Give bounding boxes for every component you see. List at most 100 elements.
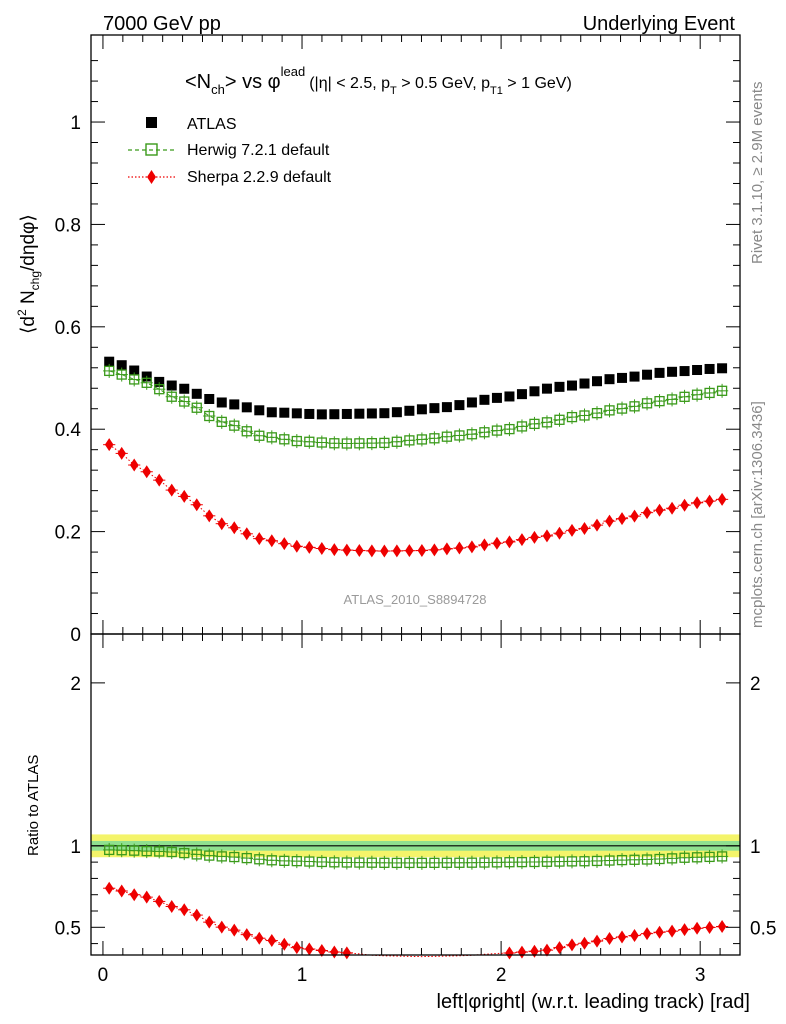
main-atlas-point [429, 403, 440, 414]
main-herwig-point [279, 434, 290, 445]
ratio-sherpa-point [330, 945, 339, 959]
header-left: 7000 GeV pp [103, 13, 221, 35]
mcplots-label: mcplots.cern.ch [arXiv:1306.3436] [749, 401, 766, 628]
main-herwig-point [491, 425, 503, 436]
ratio-herwig-point [591, 855, 603, 867]
ratio-herwig-point [166, 846, 177, 858]
main-atlas-point [441, 402, 452, 413]
ratio-herwig-point [254, 854, 265, 865]
ratio-herwig-point [504, 857, 515, 868]
main-atlas-point [204, 393, 215, 404]
main-herwig-point [154, 384, 165, 395]
ratio-sherpa-point [605, 932, 614, 946]
main-sherpa-point [580, 521, 589, 535]
main-atlas-point [554, 381, 565, 392]
xtick-label: 1 [297, 965, 308, 986]
main-atlas-point [254, 405, 265, 416]
main-herwig-point [604, 405, 615, 416]
main-atlas-point [667, 366, 678, 377]
ratio-herwig-point [279, 855, 290, 867]
ratio-ytick-label-right: 1 [750, 837, 761, 858]
main-atlas-point [566, 380, 577, 391]
main-ytick-label: 0.8 [55, 215, 81, 236]
ratio-herwig-point [129, 845, 140, 856]
main-series-sherpa [103, 438, 729, 558]
ratio-sherpa-point [580, 936, 589, 950]
main-sherpa-point [317, 541, 327, 555]
ratio-herwig-point [141, 845, 152, 857]
main-atlas-point [541, 383, 552, 394]
main-atlas-point [391, 407, 402, 418]
main-herwig-point [329, 438, 340, 449]
main-herwig-point [179, 396, 190, 407]
main-atlas-point [129, 365, 140, 376]
main-sherpa-point [417, 544, 427, 558]
main-sherpa-point [630, 509, 639, 523]
main-sherpa-point [192, 498, 202, 512]
main-y-axis-label: ⟨d2 Nchg/dηdφ⟩ [15, 214, 42, 334]
ratio-sherpa-point [154, 894, 164, 908]
header-right: Underlying Event [583, 13, 736, 35]
main-ytick-label: 1 [70, 113, 81, 134]
ratio-herwig-point [454, 857, 465, 868]
main-sherpa-point [605, 514, 614, 528]
ratio-sherpa-point [617, 930, 627, 944]
ratio-herwig-point [716, 851, 728, 862]
ratio-sherpa-point [217, 920, 227, 934]
ratio-sherpa-point [305, 942, 314, 956]
ratio-herwig-point [679, 852, 690, 863]
ratio-sherpa-point [280, 937, 289, 951]
ratio-sherpa-point [667, 924, 677, 938]
ratio-ytick-label-left: 0.5 [55, 918, 81, 939]
ratio-sherpa-point [567, 938, 577, 952]
main-herwig-point [404, 435, 415, 446]
main-sherpa-point [154, 473, 164, 487]
ratio-ytick-label-left: 2 [70, 674, 81, 695]
main-herwig-point [304, 436, 315, 447]
ratio-herwig-point [391, 857, 403, 869]
ratio-herwig-point [304, 856, 315, 867]
main-atlas-point [416, 404, 427, 415]
main-sherpa-point [229, 521, 239, 535]
main-herwig-point [191, 402, 202, 413]
main-atlas-point [304, 408, 315, 419]
main-herwig-point [104, 365, 115, 377]
main-sherpa-point [430, 543, 439, 557]
ratio-sherpa-point [179, 903, 189, 917]
ratio-herwig-point [629, 854, 640, 865]
ratio-herwig-point [204, 850, 215, 861]
main-atlas-point [692, 365, 703, 376]
legend-sherpa-label: Sherpa 2.2.9 default [187, 169, 332, 186]
main-herwig-point [579, 410, 590, 421]
main-sherpa-point [705, 494, 714, 508]
ratio-sherpa-point [317, 944, 327, 958]
main-herwig-point [341, 438, 352, 449]
main-sherpa-point [680, 498, 689, 512]
main-sherpa-point [480, 538, 489, 552]
main-atlas-point [529, 386, 540, 397]
ratio-herwig-point [104, 844, 115, 856]
main-sherpa-point [267, 534, 277, 548]
ratio-herwig-point [541, 856, 553, 867]
ratio-herwig-point [704, 851, 715, 863]
main-atlas-point [229, 399, 240, 410]
main-sherpa-point [242, 527, 252, 541]
ratio-sherpa-point [192, 908, 202, 922]
ratio-herwig-point [654, 853, 665, 865]
main-atlas-point [179, 383, 190, 394]
ratio-herwig-point [229, 851, 240, 863]
main-sherpa-point [567, 523, 577, 537]
main-ytick-label: 0.4 [55, 420, 82, 441]
main-herwig-point [454, 430, 465, 441]
ratio-herwig-point [354, 857, 365, 868]
main-atlas-point [466, 397, 477, 408]
ratio-sherpa-point [254, 931, 264, 945]
ratio-y-axis-label: Ratio to ATLAS [25, 755, 42, 856]
main-herwig-point [216, 416, 227, 428]
main-sherpa-point [530, 530, 539, 544]
main-atlas-point [592, 376, 603, 387]
ratio-sherpa-point [517, 945, 527, 959]
ratio-herwig-point [616, 854, 628, 866]
main-sherpa-point [455, 541, 464, 555]
